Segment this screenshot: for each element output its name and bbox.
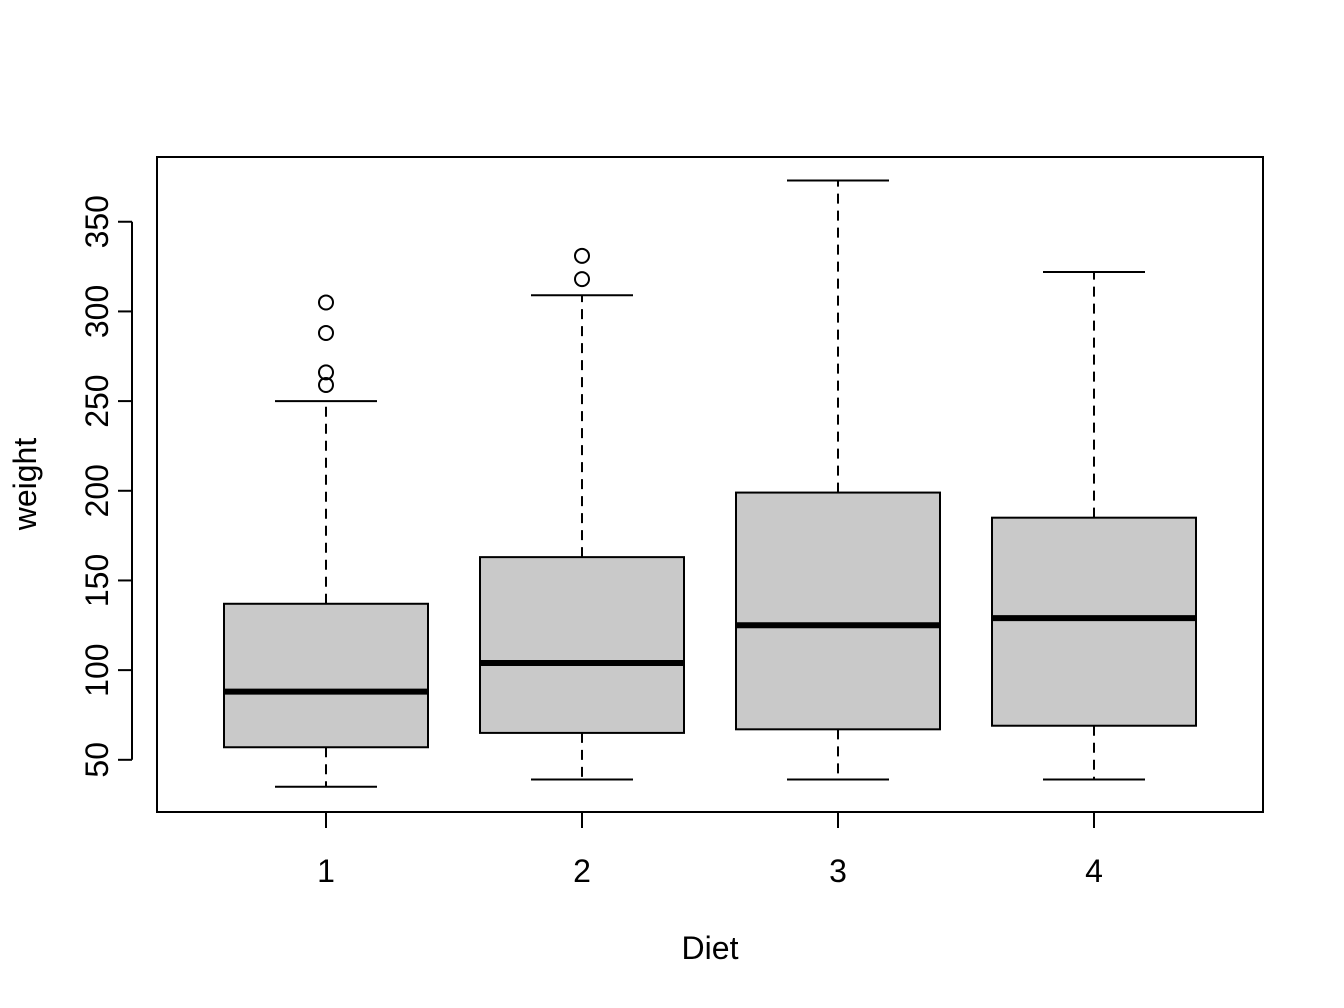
box-group-1 (223, 294, 429, 788)
outlier-point (318, 376, 334, 393)
box-group-4 (991, 270, 1197, 781)
x-tick-label: 4 (1085, 853, 1103, 889)
y-axis: 50 100 150 200 250 300 350 (79, 195, 133, 778)
y-tick-label: 300 (79, 285, 115, 338)
x-tick-label: 1 (317, 853, 335, 889)
x-axis-label: Diet (682, 930, 739, 966)
boxes-layer (223, 179, 1197, 788)
box-group-3 (735, 179, 941, 781)
box-iqr (223, 602, 429, 749)
y-tick-label: 100 (79, 643, 115, 696)
y-tick-label: 350 (79, 195, 115, 248)
outlier-point (574, 271, 590, 288)
y-tick-label: 50 (79, 742, 115, 778)
outlier-point (318, 364, 334, 381)
box-iqr (991, 516, 1197, 727)
y-tick-label: 250 (79, 374, 115, 427)
x-axis: 1 2 3 4 (317, 811, 1103, 889)
outlier-point (318, 324, 334, 341)
box-group-2 (479, 247, 685, 781)
outlier-point (318, 294, 334, 311)
y-axis-label: weight (7, 438, 43, 532)
y-tick-label: 150 (79, 554, 115, 607)
x-tick-label: 3 (829, 853, 847, 889)
box-iqr (479, 556, 685, 734)
x-tick-label: 2 (573, 853, 591, 889)
y-tick-label: 200 (79, 464, 115, 517)
outlier-point (574, 247, 590, 264)
box-iqr (735, 491, 941, 731)
